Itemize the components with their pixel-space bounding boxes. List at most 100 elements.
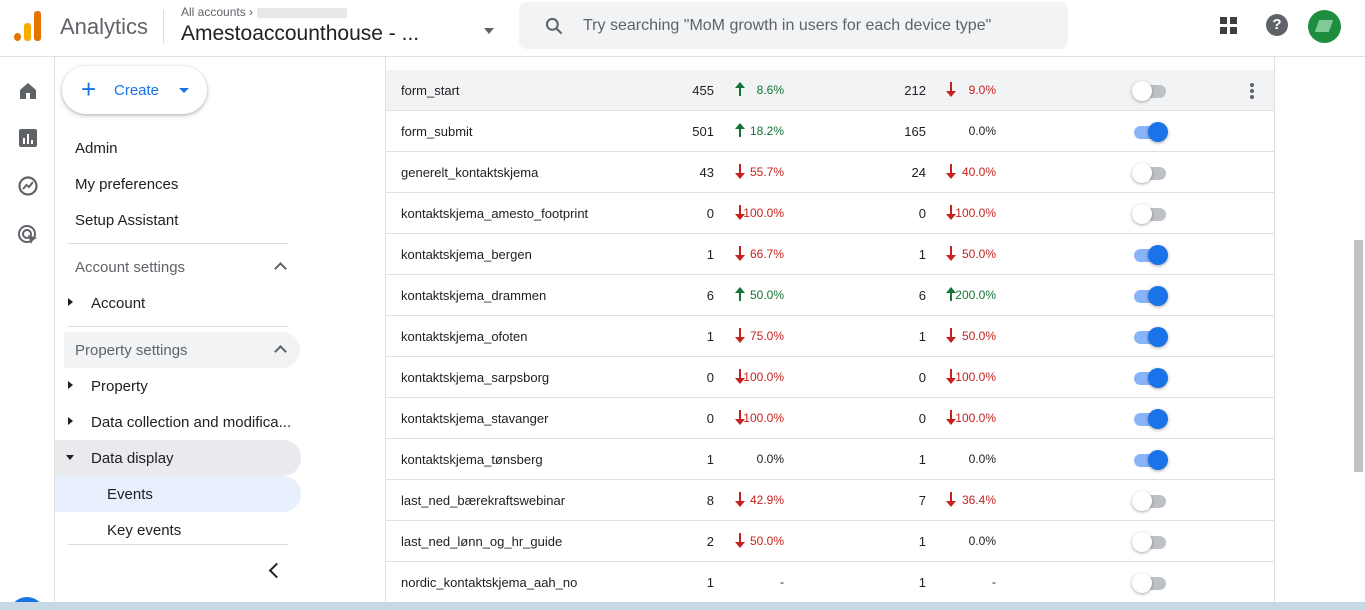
total-users: 7 [918, 493, 926, 508]
top-bar: Analytics All accounts › Amestoaccountho… [0, 0, 1365, 57]
key-event-toggle[interactable] [1132, 491, 1168, 511]
arrow-down-icon [735, 205, 745, 220]
nav-link-admin[interactable]: Admin [75, 140, 118, 157]
key-event-toggle[interactable] [1132, 286, 1168, 306]
nav-item-key-events[interactable]: Key events [55, 512, 301, 548]
account-settings-header[interactable]: Account settings [64, 249, 300, 285]
event-count: 43 [699, 165, 714, 180]
expand-arrow-icon [68, 381, 73, 389]
event-name: kontaktskjema_tønsberg [401, 452, 543, 467]
table-row[interactable]: nordic_kontaktskjema_aah_no 1 - 1 - [386, 562, 1274, 602]
account-selector[interactable]: Amestoaccounthouse - ... [181, 22, 420, 45]
table-row[interactable]: generelt_kontaktskjema 43 55.7% 24 40.0% [386, 152, 1274, 193]
nav-link-my-preferences[interactable]: My preferences [75, 176, 179, 193]
total-users: 1 [918, 575, 926, 590]
toggle-knob [1148, 368, 1168, 388]
key-event-toggle[interactable] [1132, 368, 1168, 388]
total-users: 6 [918, 288, 926, 303]
total-users: 24 [911, 165, 926, 180]
arrow-down-icon [946, 492, 956, 507]
advertising-icon[interactable] [16, 223, 40, 247]
divider [68, 544, 288, 545]
key-event-toggle[interactable] [1132, 450, 1168, 470]
key-event-toggle[interactable] [1132, 573, 1168, 593]
total-users-change: - [992, 575, 996, 589]
create-button[interactable]: + Create [62, 66, 207, 114]
collapse-nav-chevron-icon[interactable] [268, 562, 285, 579]
more-options-icon[interactable] [1250, 83, 1254, 99]
key-event-toggle[interactable] [1132, 122, 1168, 142]
total-users-change: 100.0% [955, 206, 996, 220]
apps-grid-icon[interactable] [1219, 16, 1239, 36]
key-event-toggle[interactable] [1132, 245, 1168, 265]
event-count-change: 75.0% [749, 329, 784, 343]
table-row[interactable]: kontaktskjema_stavanger 0 100.0% 0 100.0% [386, 398, 1274, 439]
table-row[interactable]: form_start 455 8.6% 212 9.0% [386, 70, 1274, 111]
event-count-change: 100.0% [743, 411, 784, 425]
event-name: kontaktskjema_ofoten [401, 329, 528, 344]
toggle-knob [1132, 163, 1152, 183]
key-event-toggle[interactable] [1132, 204, 1168, 224]
nav-item-data-display[interactable]: Data display [55, 440, 301, 476]
toggle-knob [1148, 409, 1168, 429]
nav-item-label: Events [107, 486, 153, 503]
property-settings-header[interactable]: Property settings [64, 332, 300, 368]
event-name: kontaktskjema_drammen [401, 288, 547, 303]
admin-nav-panel: + Create Admin My preferences Setup Assi… [55, 57, 385, 602]
nav-item-label: Data collection and modifica... [91, 414, 292, 431]
total-users: 0 [918, 411, 926, 426]
arrow-down-icon [946, 82, 956, 97]
total-users: 0 [918, 370, 926, 385]
total-users-change: 50.0% [961, 329, 996, 343]
nav-item-data-collection[interactable]: Data collection and modifica... [55, 404, 301, 440]
nav-item-account[interactable]: Account [55, 285, 301, 321]
explore-icon[interactable] [16, 174, 40, 198]
reports-icon[interactable] [16, 126, 40, 150]
table-row[interactable]: kontaktskjema_sarpsborg 0 100.0% 0 100.0% [386, 357, 1274, 398]
arrow-down-icon [946, 410, 956, 425]
table-row[interactable]: kontaktskjema_tønsberg 1 0.0% 1 0.0% [386, 439, 1274, 480]
table-row[interactable]: last_ned_lønn_og_hr_guide 2 50.0% 1 0.0% [386, 521, 1274, 562]
event-count-change: 18.2% [749, 124, 784, 138]
analytics-logo-icon[interactable] [14, 11, 42, 41]
event-name: form_start [401, 83, 460, 98]
key-event-toggle[interactable] [1132, 327, 1168, 347]
total-users-change: 50.0% [961, 247, 996, 261]
avatar[interactable] [1308, 10, 1341, 43]
left-rail [0, 57, 55, 610]
caret-down-icon[interactable] [484, 28, 494, 34]
search-bar[interactable] [519, 2, 1068, 49]
key-event-toggle[interactable] [1132, 532, 1168, 552]
event-count-change: - [780, 575, 784, 589]
event-name: kontaktskjema_stavanger [401, 411, 549, 426]
scrollbar-thumb[interactable] [1354, 240, 1363, 472]
table-row[interactable]: kontaktskjema_bergen 1 66.7% 1 50.0% [386, 234, 1274, 275]
arrow-down-icon [735, 246, 745, 261]
nav-link-setup-assistant[interactable]: Setup Assistant [75, 212, 179, 229]
search-input[interactable] [583, 12, 1053, 40]
help-icon[interactable]: ? [1266, 14, 1288, 36]
nav-item-events[interactable]: Events [55, 476, 301, 512]
table-row[interactable]: form_submit 501 18.2% 165 0.0% [386, 111, 1274, 152]
nav-item-property[interactable]: Property [55, 368, 301, 404]
account-breadcrumb[interactable]: All accounts › [181, 5, 348, 19]
key-event-toggle[interactable] [1132, 81, 1168, 101]
key-event-toggle[interactable] [1132, 163, 1168, 183]
total-users-change: 0.0% [968, 124, 996, 138]
total-users: 0 [918, 206, 926, 221]
table-row[interactable]: kontaktskjema_ofoten 1 75.0% 1 50.0% [386, 316, 1274, 357]
arrow-down-icon [735, 533, 745, 548]
expand-arrow-icon [68, 417, 73, 425]
section-label: Account settings [75, 259, 186, 276]
event-name: form_submit [401, 124, 473, 139]
key-event-toggle[interactable] [1132, 409, 1168, 429]
event-name: last_ned_lønn_og_hr_guide [401, 534, 563, 549]
table-row[interactable]: last_ned_bærekraftswebinar 8 42.9% 7 36.4% [386, 480, 1274, 521]
toggle-knob [1132, 573, 1152, 593]
arrow-down-icon [735, 369, 745, 384]
table-row[interactable]: kontaktskjema_amesto_footprint 0 100.0% 0 10… [386, 193, 1274, 234]
event-count: 0 [706, 370, 714, 385]
table-row[interactable]: kontaktskjema_drammen 6 50.0% 6 200.0% [386, 275, 1274, 316]
arrow-up-icon [946, 287, 956, 302]
home-icon[interactable] [16, 79, 40, 103]
